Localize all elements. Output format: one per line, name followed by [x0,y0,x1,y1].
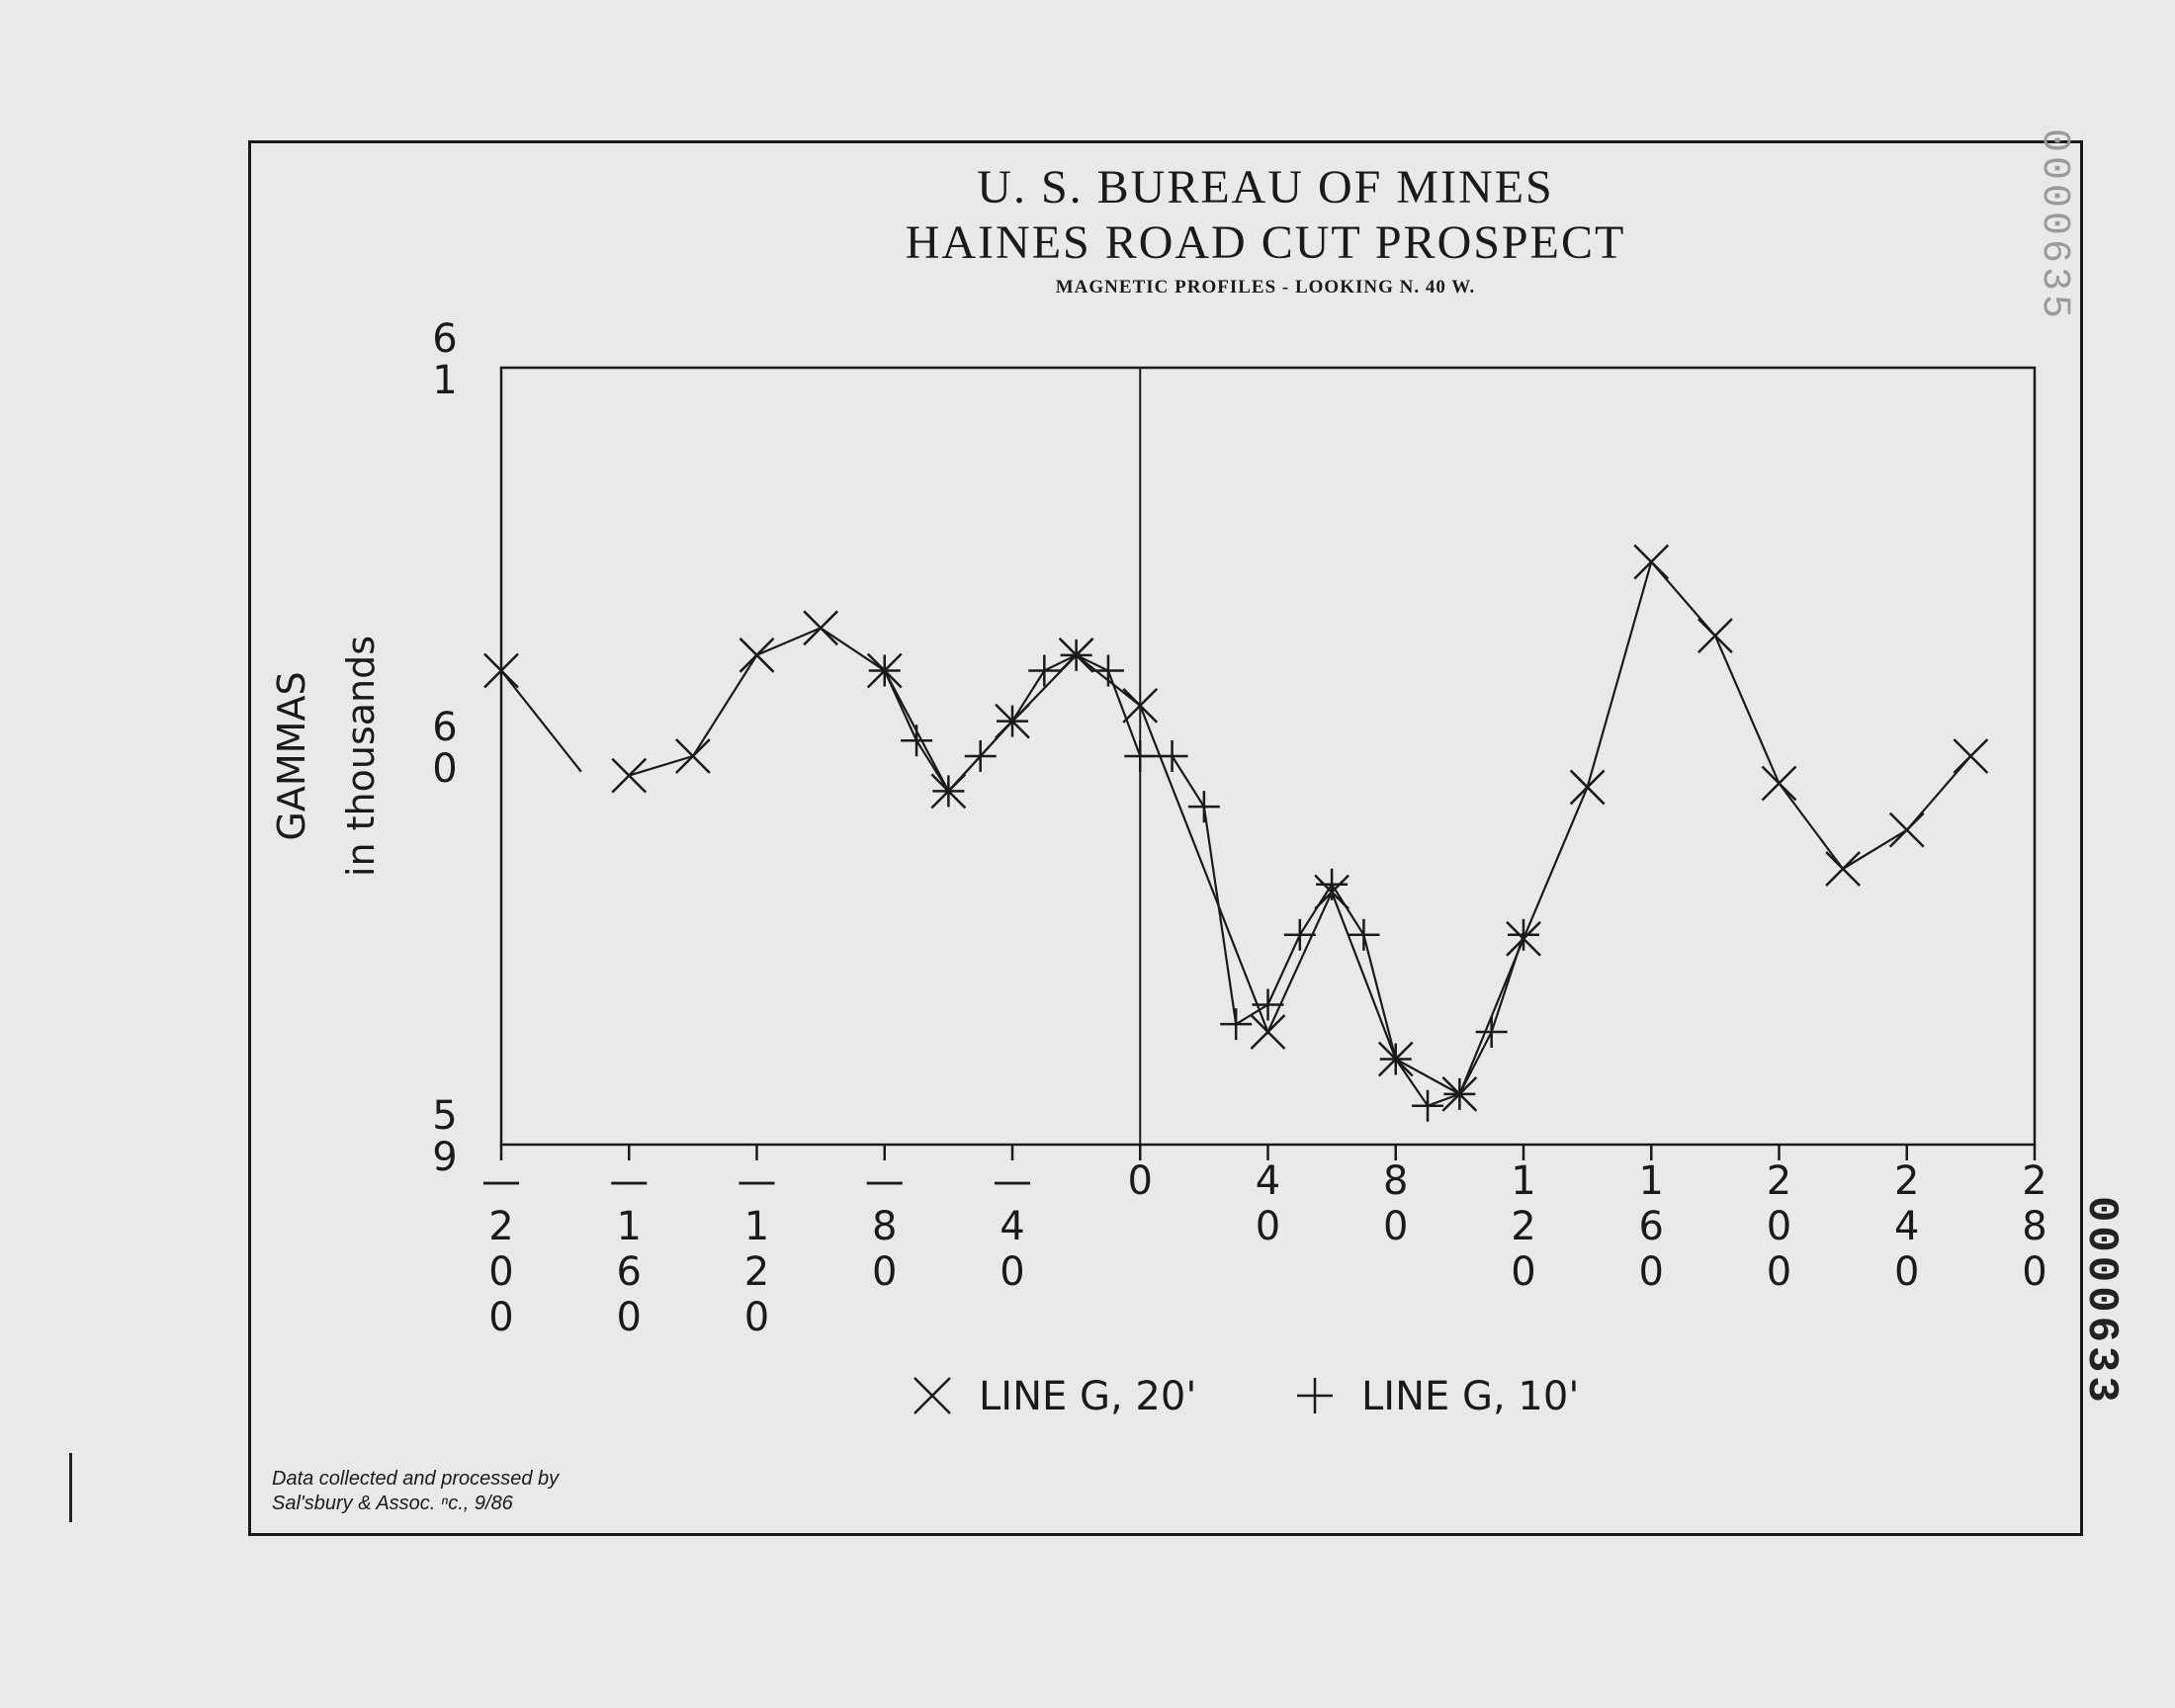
legend-marker-line-g-10 [1297,1378,1333,1413]
data-point-line-g-20 [803,610,839,646]
document-number-stamp: 0000633 [2076,1196,2126,1407]
legend-label-line-g-10: LINE G, 10' [1361,1374,1579,1419]
data-point-line-g-10 [1124,740,1157,772]
data-point-line-g-20 [1633,544,1670,580]
data-point-line-g-10 [901,725,933,757]
data-point-line-g-20 [1250,1014,1286,1050]
data-point-line-g-10 [868,654,901,687]
data-point-line-g-20 [1953,738,1989,774]
chart-title-line1: U. S. BUREAU OF MINES [977,161,1554,214]
data-point-line-g-10 [1348,918,1380,951]
data-point-line-g-20 [674,738,711,774]
data-point-line-g-10 [1475,1016,1508,1049]
data-point-line-g-20 [739,637,775,673]
margin-mark [69,1453,72,1522]
data-point-line-g-20 [483,652,519,689]
data-point-line-g-10 [964,740,997,772]
data-point-line-g-10 [1156,740,1188,772]
y-axis-label: GAMMAS [270,671,313,840]
credit-line1: Data collected and processed by [272,1468,560,1490]
chart-subtitle: MAGNETIC PROFILES - LOOKING N. 40 W. [1055,277,1476,298]
credit-line2: Sal'sbury & Assoc. ⁿc., 9/86 [272,1493,513,1514]
data-point-line-g-10 [1060,639,1092,671]
series-line-line-g-20 [628,559,1972,1096]
legend-marker-line-g-20 [914,1377,951,1414]
x-tick-label: 0 [1128,1158,1153,1204]
data-point-line-g-20 [1696,618,1733,654]
series-line-line-g-10 [883,653,1525,1108]
data-point-line-g-20 [1569,769,1606,806]
data-point-line-g-10 [1379,1043,1412,1075]
data-point-line-g-20 [1825,851,1862,887]
x-tick-label: —1 6 0 [609,1158,649,1340]
data-point-line-g-20 [611,757,648,794]
legend-label-line-g-20: LINE G, 20' [979,1374,1196,1419]
data-point-line-g-10 [1443,1077,1476,1110]
data-point-line-g-10 [1091,654,1124,687]
faint-number-stamp: 0000635 [2032,128,2076,323]
data-point-line-g-10 [1508,918,1539,951]
data-point-line-g-10 [1252,988,1284,1021]
data-point-line-g-10 [1187,791,1220,823]
x-tick-label: —2 0 0 [481,1158,521,1340]
data-point-line-g-10 [1028,654,1061,687]
series-line-line-g-20 [500,669,582,773]
data-point-line-g-20 [1761,765,1797,802]
data-point-line-g-10 [932,775,965,808]
data-point-line-g-10 [997,705,1028,737]
x-tick-label: —1 2 0 [738,1158,777,1340]
data-point-line-g-10 [1412,1089,1444,1122]
data-point-line-g-10 [1283,918,1316,951]
data-point-line-g-10 [1220,1008,1253,1041]
x-tick-label: —8 0 [865,1158,905,1295]
plot-area [499,366,2037,1147]
data-point-line-g-10 [1316,868,1348,900]
chart-frame [248,140,2083,1536]
chart-title-line2: HAINES ROAD CUT PROSPECT [905,216,1626,269]
y-axis-label-units: in thousands [339,636,383,877]
data-point-line-g-20 [1888,811,1925,848]
x-tick-label: —4 0 [993,1158,1032,1295]
data-point-line-g-20 [1122,688,1159,724]
